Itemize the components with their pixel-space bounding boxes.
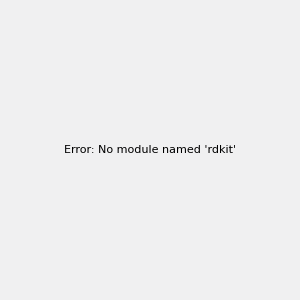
Text: Error: No module named 'rdkit': Error: No module named 'rdkit'	[64, 145, 236, 155]
